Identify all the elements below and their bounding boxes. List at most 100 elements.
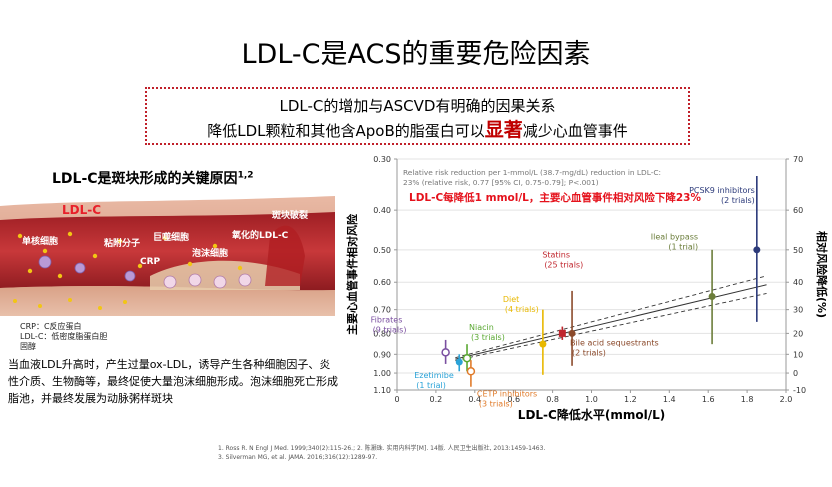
y-left-tick-label: 0.40 [373, 206, 391, 215]
x-tick-label: 0.2 [430, 395, 443, 404]
y-right-tick-label: -10 [793, 386, 806, 395]
label-rupture: 斑块破裂 [272, 209, 308, 221]
y-right-tick-label: 50 [793, 246, 803, 255]
y-right-tick-label: 30 [793, 306, 803, 315]
legend-line: LDL-C：低密度脂蛋白胆 [20, 332, 108, 341]
legend-line: CRP：C反应蛋白 [20, 322, 82, 331]
series-ezetimibe: Ezetimibe(1 trial) [414, 354, 463, 390]
chart-note-line-1: Relative risk reduction per 1-mmol/L (38… [403, 168, 661, 177]
label-macrophage: 巨噬细胞 [153, 231, 189, 243]
y-left-tick-label: 1.10 [373, 386, 391, 395]
x-tick-label: 1.6 [702, 395, 715, 404]
y-right-tick-label: 10 [793, 350, 803, 359]
chart-note-line-2: 23% (relative risk, 0.77 [95% CI, 0.75-0… [403, 178, 599, 187]
data-point [753, 246, 761, 254]
section-heading: LDL-C是斑块形成的关键原因1,2 [52, 168, 254, 188]
ldl-rr-chart: 0.300.400.500.600.700.800.901.001.10 706… [345, 155, 829, 422]
key-message-emphasis: 显著 [484, 119, 523, 141]
regression-lines [455, 275, 767, 361]
data-point [568, 329, 576, 337]
y-left-tick-label: 0.60 [373, 278, 391, 287]
series-niacin: Niacin(3 trials) [462, 323, 505, 372]
label-monocyte: 单核细胞 [22, 235, 58, 247]
label-ldl-c: LDL-C [62, 203, 101, 217]
series-ileal-bypass: Ileal bypass(1 trial) [651, 232, 716, 345]
series-trials: (3 trials) [471, 333, 505, 342]
illustration-legend: CRP：C反应蛋白 LDL-C：低密度脂蛋白胆 固醇 [20, 322, 107, 352]
data-point [455, 358, 463, 366]
label-adhesion: 粘附分子 [103, 237, 140, 249]
series-trials: (2 trials) [572, 348, 606, 357]
y-right-tick-label: 70 [793, 155, 803, 164]
x-tick-label: 0.4 [468, 395, 481, 404]
y-right-tick-label: 20 [793, 329, 803, 338]
series-label: PCSK9 inhibitors [689, 186, 755, 195]
x-tick-label: 0 [394, 395, 399, 404]
series-label: Ezetimibe [414, 371, 454, 380]
series-statins: Statins(25 trials) [542, 250, 583, 340]
references: 1. Ross R. N Engl J Med. 1999;340(2):115… [218, 444, 545, 462]
reference-line: 1. Ross R. N Engl J Med. 1999;340(2):115… [218, 445, 546, 452]
series-trials: (25 trials) [544, 260, 583, 269]
regression-line [455, 275, 767, 359]
x-tick-label: 2.0 [780, 395, 793, 404]
x-tick-label: 1.0 [585, 395, 598, 404]
x-axis-label: LDL-C降低水平(mmol/L) [518, 407, 665, 422]
series-cetp-inhibitors: CETP inhibitors(3 trials) [466, 360, 537, 408]
series-label: Diet [503, 295, 519, 304]
label-foam: 泡沫细胞 [192, 247, 228, 259]
data-point [441, 348, 450, 357]
y-left-tick-label: 0.50 [373, 246, 391, 255]
key-message-suffix: 减少心血管事件 [522, 122, 628, 140]
data-point [558, 329, 566, 337]
series-trials: (1 trial) [416, 381, 446, 390]
y-right-tick-label: 60 [793, 206, 803, 215]
artery-illustration: LDL-C 单核细胞 粘附分子 巨噬细胞 CRP 泡沫细胞 氧化的LDL-C 斑… [0, 196, 335, 316]
series-trials: (1 trial) [668, 242, 698, 251]
x-tick-label: 1.4 [663, 395, 676, 404]
mechanism-description: 当血液LDL升高时，产生过量ox-LDL，诱导产生各种细胞因子、炎性介质、生物酶… [8, 358, 338, 405]
data-point [466, 367, 476, 376]
section-heading-text: LDL-C是斑块形成的关键原因 [52, 171, 238, 187]
series-label: Statins [542, 250, 570, 259]
data-point [539, 340, 547, 348]
y-axis-right-label: 相对风险降低(%) [815, 231, 829, 318]
x-tick-label: 1.8 [741, 395, 754, 404]
series-diet: Diet(4 trials) [503, 295, 547, 375]
y-left-tick-label: 1.00 [373, 369, 391, 378]
series-trials: (4 trials) [505, 305, 539, 314]
series-label: CETP inhibitors [477, 389, 537, 398]
y-left-ticks: 0.30 0.40 0.50 0.60 0.70 0.80 0.90 1.00 1.10 [373, 155, 397, 395]
series-bile-acid-sequestrants: Bile acid sequestrants(2 trials) [568, 290, 659, 366]
y-left-tick-label: 0.70 [373, 306, 391, 315]
y-right-tick-label: 0 [793, 369, 798, 378]
series-trials: (3 trials) [479, 399, 513, 408]
key-message-box: LDL-C的增加与ASCVD有明确的因果关系 降低LDL颗粒和其他含ApoB的脂… [145, 87, 690, 145]
series-label: Bile acid sequestrants [570, 338, 659, 347]
series-label: Niacin [469, 323, 494, 332]
series-trials: (9 trials) [373, 325, 407, 334]
y-right-ticks: 70 60 50 40 30 20 10 0 -10 [786, 155, 806, 395]
chart-red-note: LDL-C每降低1 mmol/L，主要心血管事件相对风险下降23% [409, 191, 701, 204]
y-axis-left-label: 主要心血管事件相对风险 [345, 213, 359, 335]
data-point [708, 292, 716, 300]
legend-line: 固醇 [20, 342, 36, 351]
chart-series: Fibrates(9 trials)Ezetimibe(1 trial)Niac… [371, 175, 761, 408]
key-message-prefix: 降低LDL颗粒和其他含ApoB的脂蛋白可以 [207, 122, 485, 140]
x-tick-label: 0.6 [507, 395, 520, 404]
series-fibrates: Fibrates(9 trials) [371, 315, 450, 364]
series-label: Ileal bypass [651, 232, 698, 241]
label-crp: CRP [140, 257, 161, 267]
x-tick-label: 1.2 [624, 395, 637, 404]
data-point [462, 353, 472, 363]
page-title: LDL-C是ACS的重要危险因素 [241, 39, 591, 70]
key-message-line-2: 降低LDL颗粒和其他含ApoB的脂蛋白可以显著减少心血管事件 [147, 121, 688, 141]
label-oxldl: 氧化的LDL-C [231, 229, 289, 241]
x-tick-label: 0.8 [546, 395, 559, 404]
y-right-tick-label: 40 [793, 278, 803, 287]
key-message-line-1: LDL-C的增加与ASCVD有明确的因果关系 [279, 97, 556, 115]
series-trials: (2 trials) [721, 196, 755, 205]
y-left-tick-label: 0.80 [373, 329, 391, 338]
section-heading-sup: 1,2 [237, 170, 254, 181]
series-label: Fibrates [371, 315, 403, 324]
